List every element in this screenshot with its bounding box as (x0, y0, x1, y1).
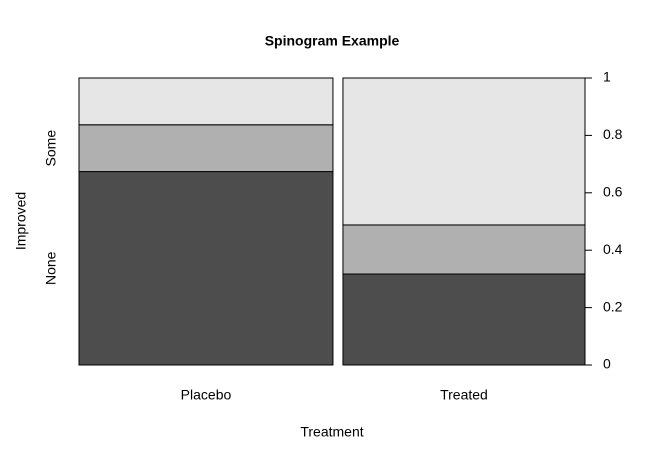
y-tick-label: 0.6 (603, 184, 623, 200)
chart-title: Spinogram Example (265, 33, 400, 49)
y-category-label: Some (43, 130, 59, 167)
y-tick-label: 0.2 (603, 298, 623, 314)
y-tick-label: 0.8 (603, 126, 623, 142)
x-axis-title: Treatment (300, 424, 363, 440)
segment (342, 77, 586, 226)
segment (78, 171, 334, 366)
segment (78, 124, 334, 173)
y-tick-label: 1 (603, 69, 611, 85)
segment (342, 273, 586, 366)
segment (78, 77, 334, 126)
y-axis-title: Improved (13, 192, 29, 250)
y-tick-label: 0 (603, 356, 611, 372)
x-tick-label: Treated (440, 387, 488, 403)
y-category-label: None (43, 251, 59, 285)
y-tick-label: 0.4 (603, 241, 623, 257)
x-tick-label: Placebo (181, 387, 232, 403)
segment (342, 224, 586, 275)
